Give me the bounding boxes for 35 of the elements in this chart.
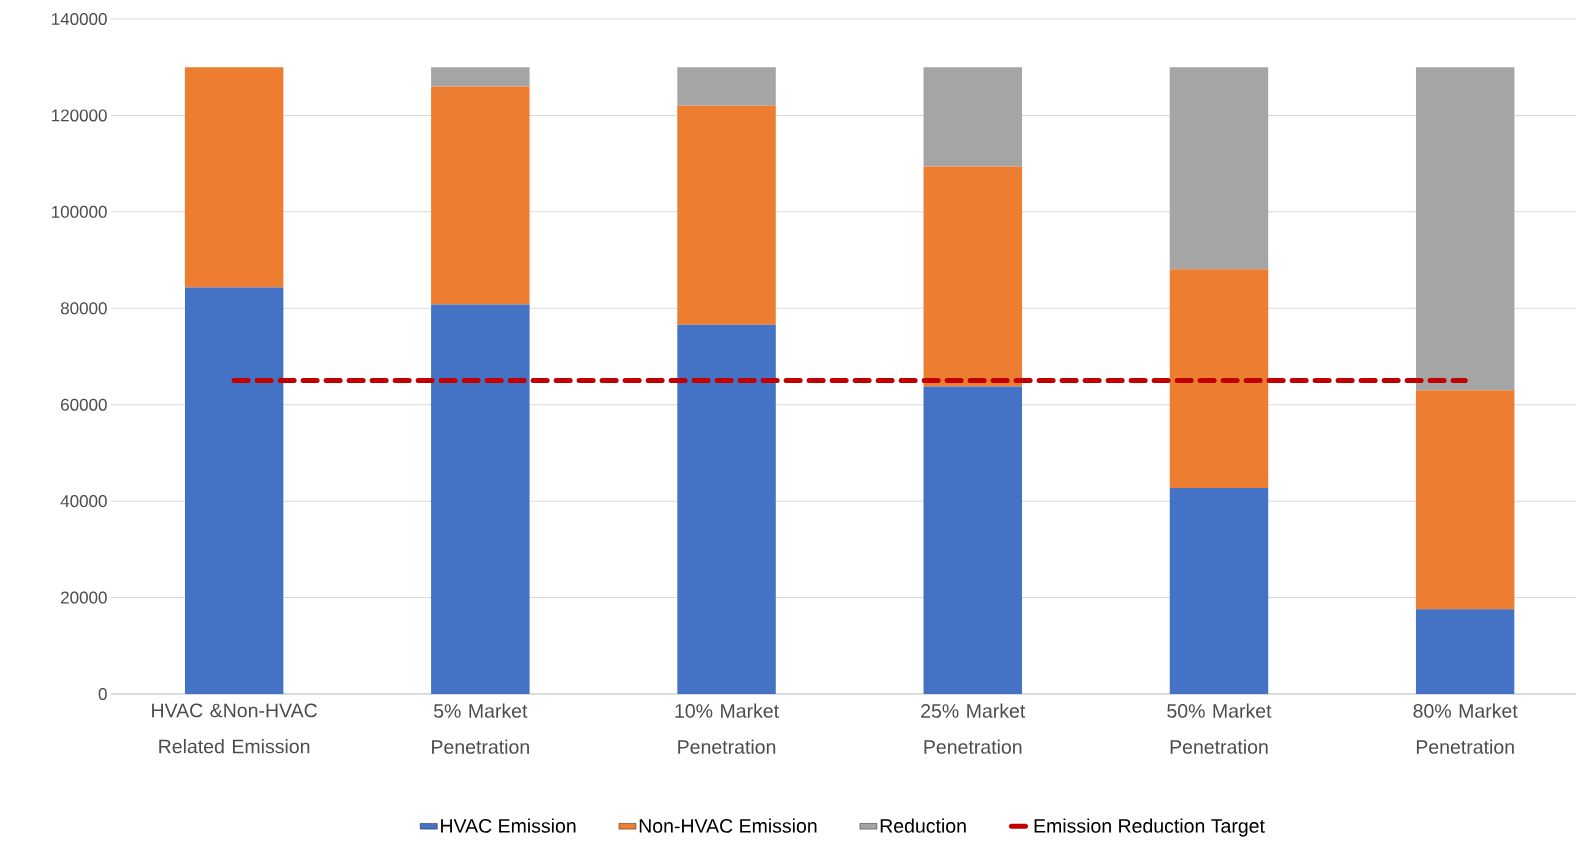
- y-tick-label: 0: [98, 687, 107, 701]
- bar: [677, 67, 776, 106]
- legend-label: Reduction: [880, 818, 966, 833]
- bar: [923, 67, 1023, 167]
- bar: [677, 105, 776, 325]
- legend-label: HVAC Emission: [441, 818, 576, 833]
- x-tick-label: 50% Market Penetration: [1167, 703, 1272, 754]
- bar: [1415, 67, 1515, 391]
- bar: [1169, 67, 1269, 270]
- bar: [1169, 269, 1269, 489]
- y-tick-label: 40000: [60, 495, 107, 508]
- bar: [184, 67, 284, 288]
- x-tick-label: 5% Market Penetration: [432, 703, 529, 754]
- x-tick-label: 80% Market Penetration: [1413, 703, 1518, 754]
- x-tick-label: HVAC &Non-HVAC Related Emission: [152, 703, 317, 754]
- bar: [431, 86, 530, 305]
- y-tick-label: 80000: [60, 302, 107, 315]
- bar: [923, 386, 1023, 694]
- x-tick-label: 25% Market Penetration: [921, 703, 1026, 754]
- bar: [923, 166, 1023, 387]
- bar: [184, 287, 284, 694]
- bar: [1415, 390, 1515, 610]
- y-tick-label: 140000: [52, 12, 107, 26]
- y-tick-label: 20000: [61, 591, 107, 604]
- bar: [1415, 609, 1515, 694]
- y-tick-label: 120000: [52, 109, 107, 122]
- bar: [1169, 488, 1269, 694]
- y-tick-label: 60000: [61, 398, 107, 411]
- y-tick-label: 100000: [52, 205, 107, 218]
- bar: [431, 67, 530, 87]
- legend-label: Non-HVAC Emission: [639, 818, 817, 833]
- legend-label: Emission Reduction Target: [1034, 818, 1265, 837]
- bar: [677, 324, 776, 694]
- bar: [431, 304, 530, 694]
- x-tick-label: 10% Market Penetration: [675, 703, 779, 754]
